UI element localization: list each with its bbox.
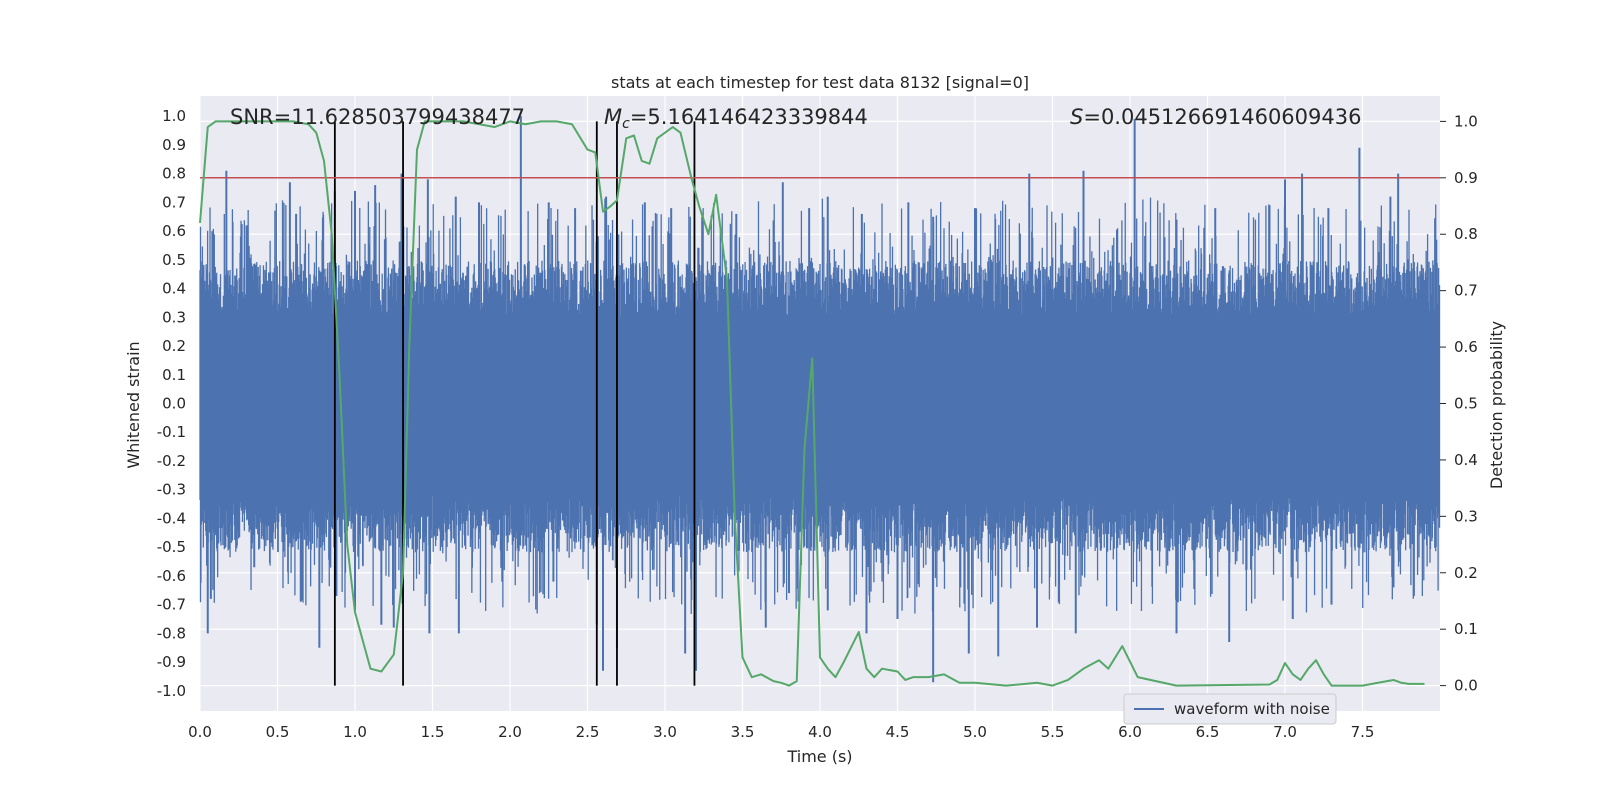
mc-value: =5.164146423339844 — [630, 105, 868, 129]
x-tick-label: 6.0 — [1118, 723, 1142, 741]
right-tick-label: 0.4 — [1454, 451, 1478, 469]
x-tick-label: 2.0 — [498, 723, 522, 741]
left-tick-label: -0.1 — [157, 423, 186, 441]
snr-annotation: SNR=11.628503799438477 — [230, 105, 525, 129]
right-tick-label: 0.8 — [1454, 225, 1478, 243]
left-tick-label: 1.0 — [162, 107, 186, 125]
x-tick-label: 2.5 — [576, 723, 600, 741]
left-tick-label: 0.7 — [162, 193, 186, 211]
x-axis-label: Time (s) — [786, 747, 852, 766]
left-tick-label: -0.4 — [157, 509, 186, 527]
x-tick-label: 7.0 — [1273, 723, 1297, 741]
right-tick-label: 0.3 — [1454, 507, 1478, 525]
right-tick-label: 0.0 — [1454, 677, 1478, 695]
left-tick-label: -0.6 — [157, 567, 186, 585]
legend: waveform with noise — [1123, 693, 1337, 725]
right-tick-label: 0.5 — [1454, 395, 1478, 413]
right-tick-label: 0.6 — [1454, 338, 1478, 356]
x-tick-label: 3.0 — [653, 723, 677, 741]
y-axis-label-right: Detection probability — [1487, 321, 1506, 489]
left-tick-label: -0.9 — [157, 653, 186, 671]
probability-curve — [199, 120, 1425, 687]
left-tick-label: 0.6 — [162, 222, 186, 240]
chirp-mass-annotation: Mc=5.164146423339844 — [604, 105, 868, 132]
right-tick-label: 0.7 — [1454, 282, 1478, 300]
x-tick-label: 0.5 — [266, 723, 290, 741]
mc-subscript: c — [622, 116, 630, 132]
x-tick-label: 4.0 — [808, 723, 832, 741]
left-tick-label: -0.5 — [157, 538, 186, 556]
left-tick-label: 0.9 — [162, 136, 186, 154]
left-tick-label: -0.2 — [157, 452, 186, 470]
probability-series — [199, 120, 1425, 687]
right-tick-label: 0.2 — [1454, 564, 1478, 582]
x-tick-label: 4.5 — [886, 723, 910, 741]
left-tick-label: -0.3 — [157, 481, 186, 499]
right-axis-ticks: 1.0 0.9 0.8 0.7 0.6 0.5 0.4 0.3 0.2 0.1 0.0 — [1440, 112, 1478, 695]
x-tick-label: 5.5 — [1041, 723, 1065, 741]
x-tick-label: 0.0 — [188, 723, 212, 741]
x-tick-label: 1.0 — [343, 723, 367, 741]
s-value: =0.045126691460609436 — [1083, 105, 1361, 129]
left-tick-label: 0.0 — [162, 395, 186, 413]
s-annotation: S=0.045126691460609436 — [1070, 105, 1361, 129]
left-tick-label: -0.7 — [157, 596, 186, 614]
legend-box — [1123, 693, 1337, 725]
left-tick-label: -1.0 — [157, 682, 186, 700]
x-tick-label: 7.5 — [1351, 723, 1375, 741]
left-tick-label: 0.3 — [162, 308, 186, 326]
left-tick-label: -0.8 — [157, 624, 186, 642]
x-tick-label: 1.5 — [421, 723, 445, 741]
x-tick-label: 6.5 — [1196, 723, 1220, 741]
s-symbol: S — [1070, 105, 1083, 129]
mc-symbol: M — [604, 105, 622, 129]
left-tick-label: 0.1 — [162, 366, 186, 384]
vertical-markers — [333, 121, 696, 686]
left-tick-label: 0.5 — [162, 251, 186, 269]
right-tick-label: 0.9 — [1454, 169, 1478, 187]
right-tick-label: 1.0 — [1454, 112, 1478, 130]
legend-label: waveform with noise — [1174, 700, 1330, 718]
x-tick-label: 5.0 — [963, 723, 987, 741]
left-tick-label: 0.2 — [162, 337, 186, 355]
y-axis-label-left: Whitened strain — [124, 341, 143, 468]
x-tick-label: 3.5 — [731, 723, 755, 741]
x-axis-ticks: 0.0 0.5 1.0 1.5 2.0 2.5 3.0 3.5 4.0 4.5 5.0 5.5 6.0 6… — [188, 723, 1374, 741]
left-tick-label: 0.4 — [162, 280, 186, 298]
chart-title: stats at each timestep for test data 813… — [611, 73, 1029, 92]
left-tick-label: 0.8 — [162, 165, 186, 183]
left-axis-ticks: 1.0 0.9 0.8 0.7 0.6 0.5 0.4 0.3 0.2 0.1 0.0 -0.1 -0.… — [157, 107, 186, 700]
right-tick-label: 0.1 — [1454, 620, 1478, 638]
